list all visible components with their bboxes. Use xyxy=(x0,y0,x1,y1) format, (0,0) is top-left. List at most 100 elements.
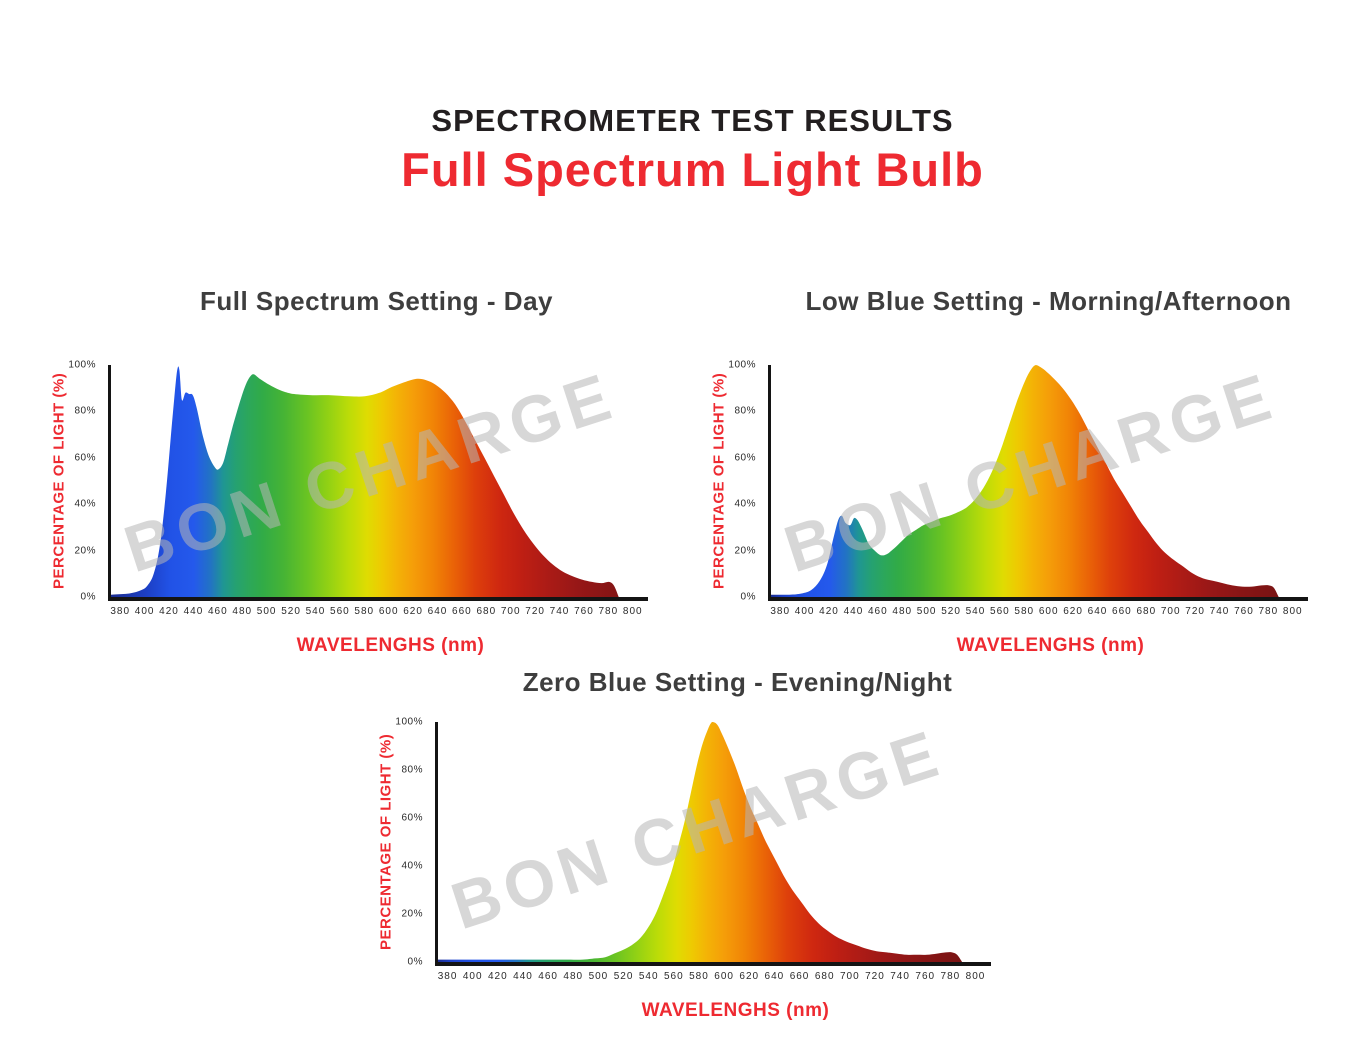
x-tick-label: 660 xyxy=(452,606,472,617)
page-subtitle: Full Spectrum Light Bulb xyxy=(401,143,984,196)
x-tick-label: 620 xyxy=(1063,606,1083,617)
x-tick-label: 640 xyxy=(764,971,785,982)
y-tick-label: 0% xyxy=(407,956,423,968)
x-tick-label: 420 xyxy=(488,971,508,982)
x-tick-label: 440 xyxy=(513,971,533,982)
x-tick-label: 460 xyxy=(867,606,888,617)
x-tick-label: 700 xyxy=(839,971,860,982)
x-tick-label: 380 xyxy=(437,971,458,982)
page-header: SPECTROMETER TEST RESULTS Full Spectrum … xyxy=(0,103,1371,197)
x-tick-label: 600 xyxy=(378,606,399,617)
x-tick-label: 560 xyxy=(330,606,350,617)
x-axis-label: WAVELENGHS (nm) xyxy=(296,635,485,656)
y-tick-label: 100% xyxy=(395,716,423,728)
spectrum-curve xyxy=(771,365,1279,597)
y-tick-label: 80% xyxy=(401,764,423,776)
chart-low-blue-morning-afternoon: Low Blue Setting - Morning/Afternoon PER… xyxy=(700,282,1360,662)
x-tick-label: 660 xyxy=(789,971,810,982)
x-axis-ticks: 380 400 420 440 460 480 500 520 540 560 580 600 620 6… xyxy=(768,606,1305,617)
y-tick-label: 20% xyxy=(74,545,96,557)
x-tick-label: 520 xyxy=(613,971,634,982)
x-tick-label: 500 xyxy=(588,971,609,982)
x-tick-label: 540 xyxy=(965,606,986,617)
x-tick-label: 540 xyxy=(638,971,659,982)
x-tick-label: 520 xyxy=(941,606,961,617)
x-axis-label: WAVELENGHS (nm) xyxy=(641,1000,830,1021)
chart-title: Low Blue Setting - Morning/Afternoon xyxy=(805,286,1292,316)
x-tick-label: 780 xyxy=(940,971,961,982)
y-axis-ticks: 100% 80% 60% 40% 20% 0% xyxy=(387,717,429,968)
y-tick-label: 100% xyxy=(68,359,96,371)
x-tick-label: 660 xyxy=(1112,606,1132,617)
x-tick-label: 560 xyxy=(663,971,684,982)
x-tick-label: 620 xyxy=(739,971,760,982)
spectrum-curve xyxy=(438,722,963,962)
x-tick-label: 480 xyxy=(563,971,584,982)
spectrum-area xyxy=(771,365,1279,597)
x-tick-label: 760 xyxy=(574,606,594,617)
x-tick-label: 600 xyxy=(1038,606,1059,617)
chart-title: Full Spectrum Setting - Day xyxy=(200,286,553,316)
y-tick-label: 60% xyxy=(401,812,423,824)
y-tick-label: 40% xyxy=(401,860,423,872)
page-title: SPECTROMETER TEST RESULTS xyxy=(431,103,954,138)
x-tick-label: 780 xyxy=(598,606,619,617)
x-axis-ticks: 380 400 420 440 460 480 500 520 540 560 580 600 620 6… xyxy=(108,606,645,617)
y-tick-label: 40% xyxy=(74,498,96,510)
chart-title: Zero Blue Setting - Evening/Night xyxy=(522,667,953,697)
x-tick-label: 580 xyxy=(1014,606,1035,617)
y-tick-label: 80% xyxy=(734,405,756,417)
x-tick-label: 760 xyxy=(915,971,936,982)
x-tick-label: 720 xyxy=(865,971,885,982)
plot-area: BON CHARGE xyxy=(435,715,991,966)
y-axis-ticks: 100% 80% 60% 40% 20% 0% xyxy=(720,360,762,603)
y-tick-label: 20% xyxy=(401,908,423,920)
x-tick-label: 680 xyxy=(1136,606,1157,617)
y-tick-label: 0% xyxy=(740,591,756,603)
x-tick-label: 700 xyxy=(500,606,521,617)
y-tick-label: 40% xyxy=(734,498,756,510)
x-tick-label: 600 xyxy=(714,971,734,982)
x-tick-label: 580 xyxy=(689,971,709,982)
y-tick-label: 60% xyxy=(74,452,96,464)
x-tick-label: 480 xyxy=(892,606,913,617)
x-tick-label: 400 xyxy=(134,606,155,617)
x-tick-label: 540 xyxy=(305,606,326,617)
y-tick-label: 80% xyxy=(74,405,96,417)
y-axis-ticks: 100% 80% 60% 40% 20% 0% xyxy=(60,360,102,603)
x-tick-label: 620 xyxy=(403,606,423,617)
chart-zero-blue-evening-night: Zero Blue Setting - Evening/Night PERCEN… xyxy=(367,667,1057,1037)
x-tick-label: 460 xyxy=(538,971,558,982)
y-tick-label: 100% xyxy=(728,359,756,371)
plot-area: BON CHARGE xyxy=(108,358,648,601)
x-tick-label: 800 xyxy=(1282,606,1303,617)
x-tick-label: 700 xyxy=(1160,606,1181,617)
x-tick-label: 760 xyxy=(1234,606,1254,617)
x-tick-label: 740 xyxy=(890,971,910,982)
x-tick-label: 740 xyxy=(549,606,570,617)
x-tick-label: 500 xyxy=(256,606,277,617)
x-tick-label: 720 xyxy=(1185,606,1205,617)
y-tick-label: 60% xyxy=(734,452,756,464)
x-tick-label: 680 xyxy=(814,971,835,982)
chart-full-spectrum-day: Full Spectrum Setting - Day PERCENTAGE O… xyxy=(40,282,700,662)
x-tick-label: 400 xyxy=(794,606,815,617)
spectrum-area xyxy=(111,366,619,597)
x-tick-label: 560 xyxy=(990,606,1010,617)
y-tick-label: 0% xyxy=(80,591,96,603)
x-axis-label: WAVELENGHS (nm) xyxy=(956,635,1145,656)
x-tick-label: 800 xyxy=(622,606,643,617)
x-tick-label: 800 xyxy=(965,971,986,982)
x-tick-label: 440 xyxy=(183,606,204,617)
x-tick-label: 500 xyxy=(916,606,937,617)
x-tick-label: 640 xyxy=(1087,606,1108,617)
x-tick-label: 380 xyxy=(770,606,791,617)
x-tick-label: 420 xyxy=(819,606,839,617)
x-tick-label: 480 xyxy=(232,606,253,617)
x-axis-ticks: 380 400 420 440 460 480 500 520 540 560 580 600 620 6… xyxy=(435,971,988,982)
spectrum-curve xyxy=(111,366,619,597)
x-tick-label: 640 xyxy=(427,606,448,617)
x-tick-label: 580 xyxy=(354,606,375,617)
x-tick-label: 460 xyxy=(207,606,228,617)
